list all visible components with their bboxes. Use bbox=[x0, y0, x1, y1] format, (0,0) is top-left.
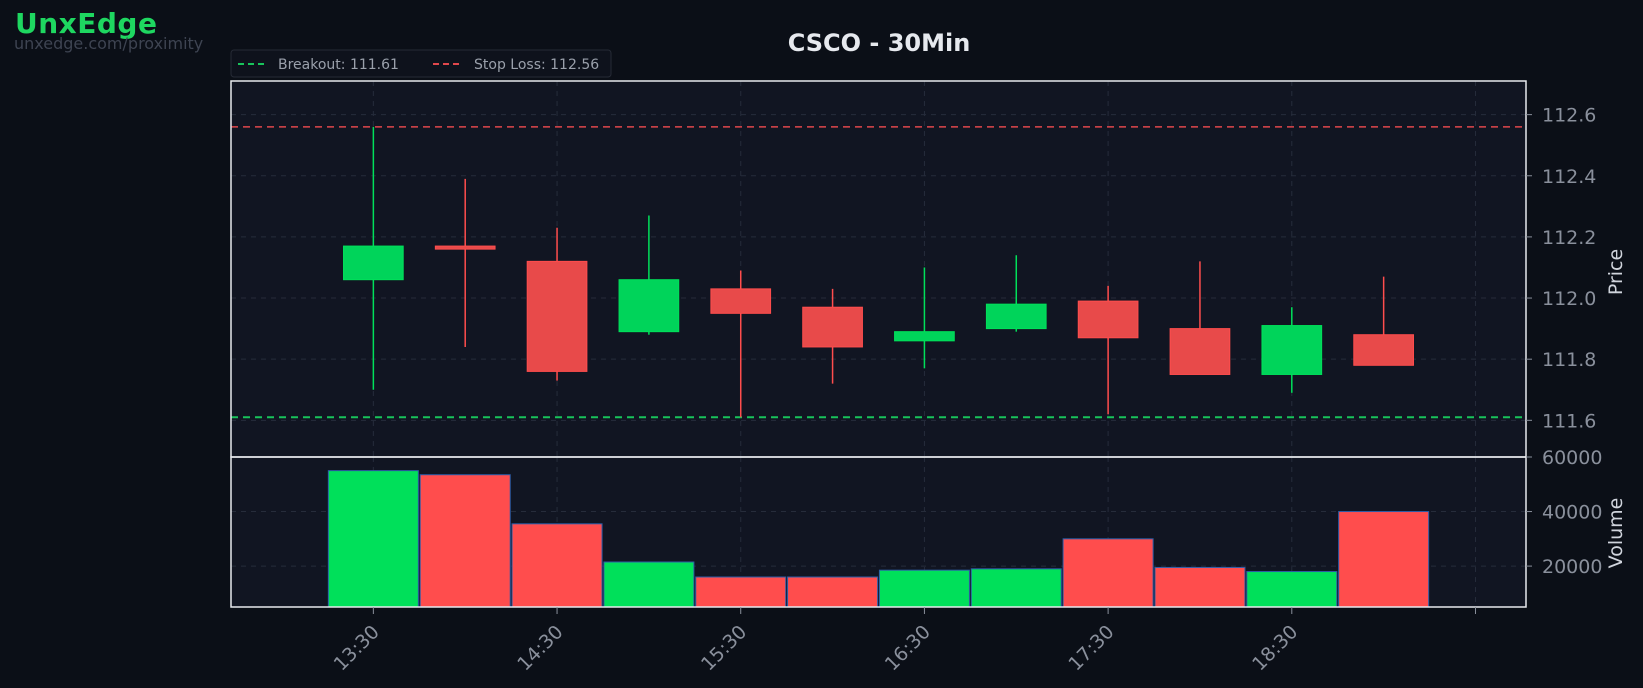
price-axis-ticks: 111.6 111.8 112.0 112.2 112.4 112.6 bbox=[1526, 105, 1596, 432]
volume-tick-label: 40000 bbox=[1542, 502, 1602, 524]
candle-body bbox=[618, 279, 680, 333]
candle-body bbox=[526, 260, 588, 372]
candle-body bbox=[1353, 334, 1414, 366]
candle-body bbox=[343, 245, 404, 281]
candle-body bbox=[802, 306, 863, 348]
candle-body bbox=[1077, 300, 1139, 339]
volume-bar bbox=[511, 523, 603, 608]
legend-breakout-label: Breakout: 111.61 bbox=[278, 57, 399, 73]
x-tick-label: 15:30 bbox=[697, 621, 751, 675]
price-tick-label: 111.8 bbox=[1542, 349, 1596, 371]
price-tick-label: 112.6 bbox=[1542, 105, 1596, 127]
volume-bar bbox=[1154, 566, 1246, 608]
volume-tick-label: 60000 bbox=[1542, 447, 1602, 469]
chart-legend: Breakout: 111.61 Stop Loss: 112.56 bbox=[230, 49, 612, 78]
candle-body bbox=[434, 245, 496, 250]
legend-box bbox=[230, 49, 612, 78]
volume-panel-frame bbox=[230, 456, 1527, 608]
volume-bar bbox=[878, 569, 970, 608]
volume-bar bbox=[787, 576, 879, 608]
x-tick-label: 18:30 bbox=[1248, 621, 1302, 675]
volume-bars bbox=[327, 470, 1430, 608]
candle-body bbox=[985, 303, 1047, 330]
volume-bar bbox=[970, 568, 1062, 608]
brand-url: unxedge.com/proximity bbox=[14, 34, 204, 53]
volume-bar bbox=[1062, 538, 1154, 608]
volume-bar bbox=[327, 470, 419, 608]
x-tick-label: 14:30 bbox=[513, 621, 567, 675]
candles bbox=[343, 126, 1414, 418]
price-panel bbox=[231, 81, 1526, 457]
legend-stoploss-label: Stop Loss: 112.56 bbox=[474, 57, 599, 73]
volume-bar bbox=[1338, 511, 1430, 608]
price-tick-label: 111.6 bbox=[1542, 410, 1596, 432]
volume-axis-label: Volume bbox=[1605, 498, 1627, 569]
price-tick-label: 112.0 bbox=[1542, 288, 1596, 310]
candle-body bbox=[1169, 328, 1231, 375]
brand-name: UnxEdge bbox=[15, 7, 158, 40]
chart-title: CSCO - 30Min bbox=[788, 29, 971, 57]
price-axis-label: Price bbox=[1605, 249, 1627, 295]
price-tick-label: 112.4 bbox=[1542, 166, 1596, 188]
x-tick-label: 16:30 bbox=[881, 621, 935, 675]
candle-body bbox=[710, 288, 772, 314]
brand: UnxEdge unxedge.com/proximity bbox=[14, 7, 204, 53]
x-tick-label: 17:30 bbox=[1064, 621, 1118, 675]
volume-bar bbox=[695, 576, 787, 608]
volume-bar bbox=[1246, 571, 1338, 608]
volume-bar bbox=[419, 474, 511, 608]
volume-bar bbox=[603, 561, 695, 608]
price-tick-label: 112.2 bbox=[1542, 227, 1596, 249]
x-axis-ticks: 13:30 14:30 15:30 16:30 17:30 18:30 bbox=[330, 607, 1476, 675]
volume-tick-label: 20000 bbox=[1542, 556, 1602, 578]
candle-body bbox=[1261, 325, 1323, 375]
candle-body bbox=[894, 331, 955, 342]
volume-axis-ticks: 20000 40000 60000 bbox=[1526, 447, 1602, 578]
x-tick-label: 13:30 bbox=[330, 621, 384, 675]
